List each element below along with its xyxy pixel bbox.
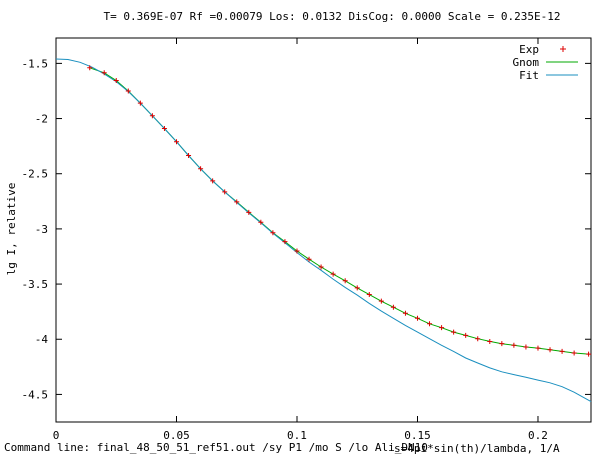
exp-point — [451, 329, 457, 335]
exp-point — [487, 338, 493, 344]
exp-point — [101, 70, 107, 76]
exp-point — [463, 332, 469, 338]
exp-point — [571, 350, 577, 356]
exp-point — [414, 315, 420, 321]
exp-point — [294, 248, 300, 254]
exp-point — [378, 298, 384, 304]
y-tick-label: -1.5 — [22, 57, 49, 70]
y-tick-label: -2 — [35, 113, 48, 126]
chart-title: T= 0.369E-07 Rf =0.00079 Los: 0.0132 Dis… — [104, 10, 561, 23]
exp-point — [234, 199, 240, 205]
command-line-label: Command line: — [4, 441, 91, 454]
exp-point — [173, 139, 179, 145]
series-exp-points — [87, 65, 592, 357]
exp-point — [354, 285, 360, 291]
series-layer — [55, 58, 592, 403]
x-tick-label: 0.15 — [404, 429, 431, 442]
exp-point — [125, 88, 131, 94]
command-line-text: final_48_50_51_ref51.out /sy P1 /mo S /l… — [96, 441, 428, 454]
exp-point — [198, 166, 204, 172]
x-tick-label: 0 — [53, 429, 60, 442]
y-tick-label: -4 — [35, 333, 49, 346]
exp-point — [559, 348, 565, 354]
exp-point — [318, 264, 324, 270]
exp-point — [87, 65, 93, 71]
exp-point — [306, 256, 312, 262]
y-tick-label: -4.5 — [22, 388, 49, 401]
exp-point — [222, 189, 228, 195]
exp-point — [137, 100, 143, 106]
exp-point — [499, 341, 505, 347]
exp-point — [246, 209, 252, 215]
exp-point — [511, 342, 517, 348]
exp-point — [258, 219, 264, 225]
exp-point — [390, 304, 396, 310]
y-tick-label: -2.5 — [22, 168, 49, 181]
exp-point — [161, 125, 167, 131]
exp-point — [186, 153, 192, 159]
exp-point — [282, 239, 288, 245]
exp-point — [270, 230, 276, 236]
axes: 0 0.05 0.1 0.15 0.2 -1.5 -2 -2.5 -3 -3.5 -4 -4.5 — [22, 37, 592, 442]
legend-label-fit: Fit — [519, 69, 539, 82]
y-tick-label: -3 — [35, 223, 48, 236]
legend-label-exp: Exp — [519, 43, 539, 56]
exp-point — [330, 271, 336, 277]
exp-point — [547, 347, 553, 353]
plot-frame — [55, 37, 592, 423]
y-tick-label: -3.5 — [22, 278, 49, 291]
exp-point — [402, 310, 408, 316]
y-axis-label: lg I, relative — [5, 183, 18, 276]
exp-point — [523, 344, 529, 350]
x-tick-label: 0.05 — [163, 429, 190, 442]
exp-point — [535, 345, 541, 351]
exp-point — [366, 292, 372, 298]
x-tick-label: 0.1 — [287, 429, 307, 442]
x-axis-label: s=4pi*sin(th)/lambda, 1/A — [394, 442, 560, 455]
exp-point — [475, 336, 481, 342]
x-tick-label: 0.2 — [528, 429, 548, 442]
exp-point — [427, 321, 433, 327]
exp-point — [113, 77, 119, 83]
legend-marker-exp — [560, 46, 566, 52]
series-fit-line — [55, 58, 592, 403]
series-gnom-line — [89, 67, 589, 355]
exp-point — [210, 178, 216, 184]
exp-point — [342, 278, 348, 284]
exp-point — [439, 325, 445, 331]
legend-label-gnom: Gnom — [513, 56, 540, 69]
command-line: Command line: final_48_50_51_ref51.out /… — [4, 441, 428, 454]
exp-point — [149, 113, 155, 119]
exp-point — [586, 351, 592, 357]
